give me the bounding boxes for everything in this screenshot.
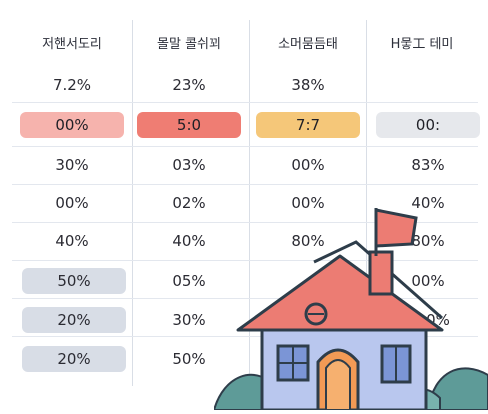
highlight-cell: 00: (376, 112, 480, 138)
highlight-cell: 50% (22, 268, 126, 294)
column-divider (366, 20, 367, 386)
table-cell: 00% (291, 194, 325, 212)
column-header: 소머뭄듬태 (278, 37, 338, 52)
table-cell: 83% (411, 156, 445, 174)
row-divider (12, 222, 478, 223)
table-cell: 80% (291, 232, 325, 250)
row-divider (12, 336, 478, 337)
table-cell: 00% (55, 194, 89, 212)
house-illustration (212, 200, 488, 412)
row-divider (12, 298, 478, 299)
table-cell: 00% (411, 272, 445, 290)
highlight-cell: 5:0 (137, 112, 241, 138)
table-cell (370, 72, 474, 98)
table-cell: 40% (55, 232, 89, 250)
highlight-cell: 00% (20, 112, 124, 138)
highlight-cell: 20% (22, 346, 126, 372)
table-cell: 03% (172, 156, 206, 174)
row-divider (12, 184, 478, 185)
highlight-cell: 7:7 (256, 112, 360, 138)
table-cell: 50% (172, 350, 206, 368)
table-cell: 38% (291, 76, 325, 94)
table-cell: 40% (411, 194, 445, 212)
column-header: H뭏工 테미 (390, 37, 454, 52)
table-cell: 7.2% (52, 76, 92, 94)
table-cell: 23% (172, 76, 206, 94)
table-cell: 40% (172, 232, 206, 250)
column-divider (132, 20, 133, 386)
table-cell: 30% (55, 156, 89, 174)
row-divider (12, 260, 478, 261)
row-divider (12, 146, 478, 147)
highlight-cell: 20% (22, 307, 126, 333)
column-divider (249, 20, 250, 386)
table-cell: 00% (291, 156, 325, 174)
column-header: 저핸서도리 (42, 37, 102, 52)
table-cell: 30% (172, 311, 206, 329)
table-cell: 05% (172, 272, 206, 290)
table-cell: 02% (172, 194, 206, 212)
row-divider (12, 102, 478, 103)
column-header: 몰말 콜쉬꾀 (157, 37, 221, 52)
table-cell: 80% (411, 232, 445, 250)
